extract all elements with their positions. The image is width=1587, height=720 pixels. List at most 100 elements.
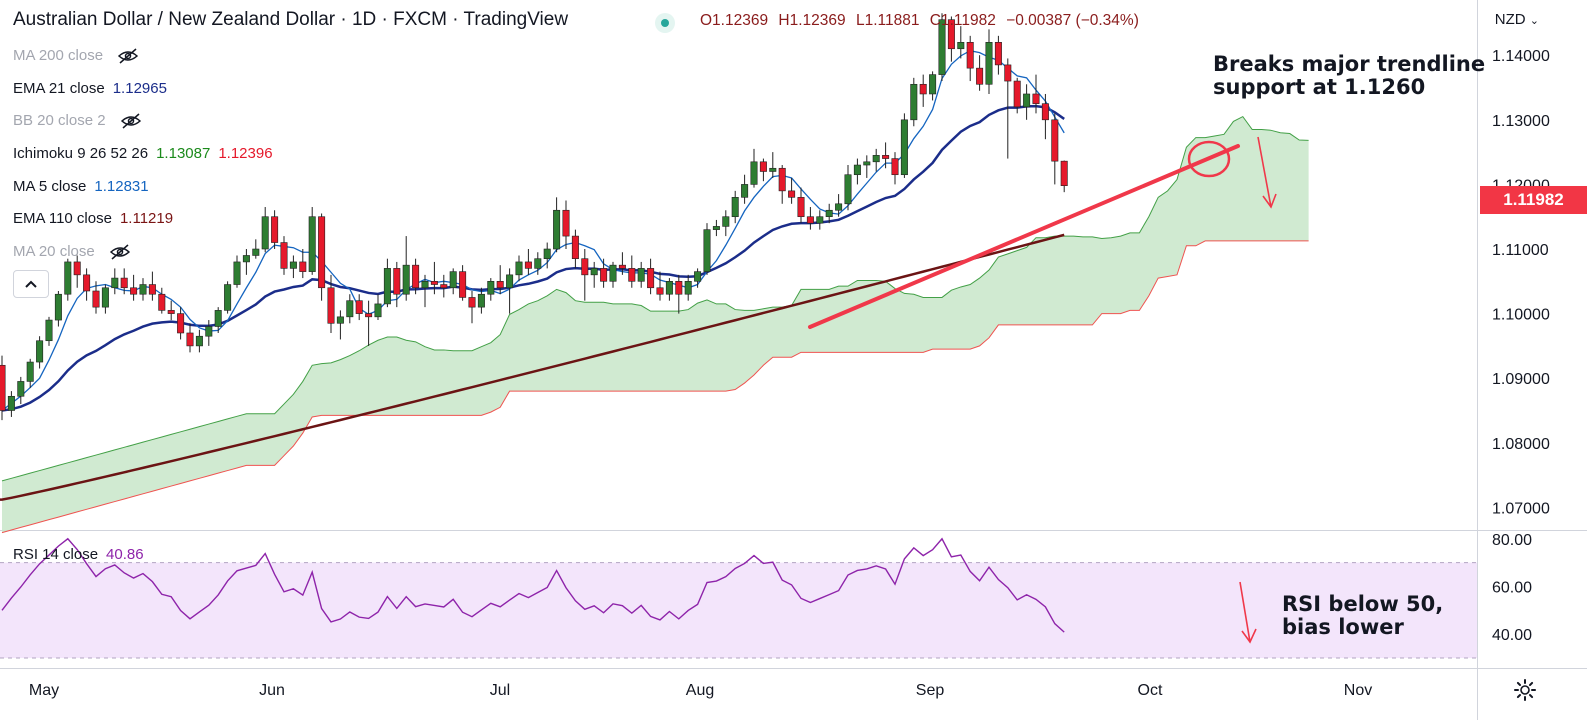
candle-body [186,332,194,347]
candle-body [590,268,598,276]
legend-ema21-value: 1.12965 [112,80,167,97]
candle-body [778,167,786,192]
price-tick-label: 1.08000 [1492,436,1550,453]
candle-body [130,287,138,295]
rsi-band [0,562,1477,658]
legend-rsi-label: RSI 14 close [13,546,99,563]
candle-body [195,335,203,347]
candle-body [242,255,250,263]
legend-ma20[interactable]: MA 20 close [13,243,131,260]
candle-body [271,216,279,243]
rsi-down-arrow-head [1241,628,1257,644]
candle-body [524,261,532,269]
candle-body [759,161,767,172]
market-status-icon [655,13,675,33]
candle-body [252,248,260,256]
candle-body [83,274,91,292]
ohlc-readout: O1.12369 H1.12369 L1.11881 C1.11982 −0.0… [700,12,1145,30]
time-tick-label: Sep [916,682,945,699]
candle-body [543,248,551,259]
time-tick-label: Aug [686,682,714,699]
currency-selector[interactable]: NZD ⌄ [1495,11,1539,28]
ma5-line [1,50,1065,412]
candle-body [111,277,119,289]
legend-ema21[interactable]: EMA 21 close 1.12965 [13,80,167,97]
candle-body [101,287,109,308]
candle-body [26,361,34,382]
collapse-legend-button[interactable] [13,270,49,298]
close-value: C1.11982 [929,12,996,29]
candle-body [17,381,25,397]
candle-body [647,268,655,289]
candle-body [882,155,890,159]
candle-body [280,242,288,269]
candle-body [7,395,15,411]
candle-body [233,261,241,285]
candle-body [224,284,232,311]
symbol-title[interactable]: Australian Dollar / New Zealand Dollar ·… [13,9,569,30]
candle-body [327,287,335,324]
legend-ema110-value: 1.11219 [119,210,174,227]
candle-body [177,313,185,334]
candle-body [374,303,382,318]
candle-body [703,229,711,272]
candle-body [496,281,504,289]
legend-ema21-label: EMA 21 close [13,80,105,97]
legend-ichimoku[interactable]: Ichimoku 9 26 52 26 1.13087 1.12396 [13,145,273,162]
legend-ma5-value: 1.12831 [94,178,149,195]
hidden-eye-icon[interactable] [109,244,131,260]
candle-body [148,284,156,295]
rsi-tick-label: 60.00 [1492,579,1532,596]
candle-body [571,235,579,259]
legend-bb-label: BB 20 close 2 [13,112,106,129]
chevron-up-icon [25,280,37,288]
rsi-tick-label: 80.00 [1492,532,1532,549]
candle-body [477,293,485,308]
candle-body [167,310,175,314]
legend-ichimoku-value-2: 1.12396 [218,145,273,162]
candle-body [139,284,147,295]
legend-rsi[interactable]: RSI 14 close 40.86 [13,546,144,563]
candle-body [966,41,974,69]
candle-body [299,261,307,272]
price-tick-label: 1.14000 [1492,48,1550,65]
trendline-annotation-line-2: support at 1.1260 [1213,75,1426,99]
hidden-eye-icon[interactable] [120,113,142,129]
price-tick-label: 1.07000 [1492,500,1550,517]
candle-body [1041,103,1049,121]
rsi-line [1,537,1065,633]
candle-body [205,326,213,337]
ema110-line [0,233,1065,501]
candle-body [562,209,570,237]
candle-body [853,164,861,176]
legend-ema110[interactable]: EMA 110 close 1.11219 [13,210,173,227]
candle-body [788,190,796,198]
candle-body [365,313,373,318]
candle-body [863,161,871,166]
candle-body [393,268,401,295]
legend-ma5-label: MA 5 close [13,178,87,195]
legend-bb[interactable]: BB 20 close 2 [13,112,142,129]
legend-ichimoku-label: Ichimoku 9 26 52 26 [13,145,149,162]
candle-body [421,281,429,289]
ichimoku-cloud [1,115,1309,534]
candle-body [1013,80,1021,108]
candle-body [64,261,72,295]
candle-body [976,67,984,85]
down-arrow-head [1262,193,1277,209]
open-value: O1.12369 [700,12,769,29]
gear-icon[interactable] [1513,678,1537,702]
candle-body [600,268,608,282]
candle-body [835,203,843,211]
legend-ma200[interactable]: MA 200 close [13,47,139,64]
currency-label: NZD [1494,11,1526,28]
candle-body [430,281,438,285]
hidden-eye-icon[interactable] [117,48,139,64]
legend-ma5[interactable]: MA 5 close 1.12831 [13,178,149,195]
change-value: −0.00387 (−0.34%) [1006,12,1139,29]
time-tick-label: Jun [259,682,285,699]
candle-body [750,161,758,185]
rsi-down-arrow-icon [1239,581,1251,643]
